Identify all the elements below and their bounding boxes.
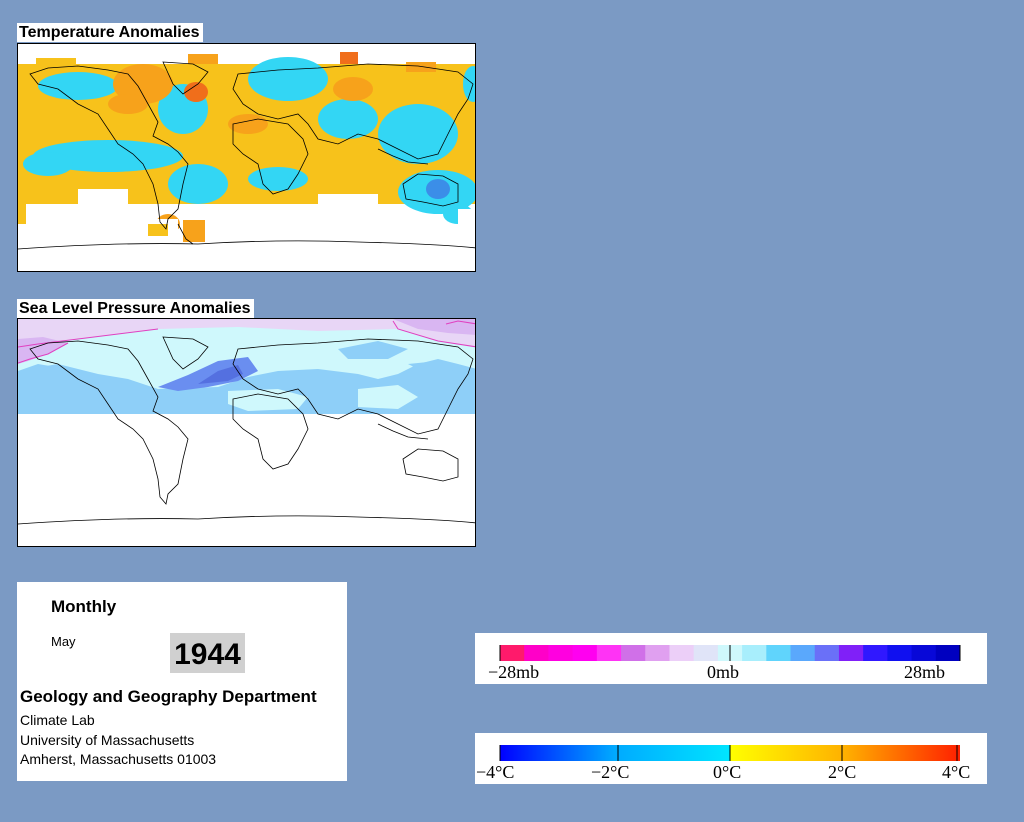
year-display: 1944	[170, 633, 245, 673]
pressure-tick-min: −28mb	[488, 662, 540, 682]
address-line: Amherst, Massachusetts 01003	[20, 751, 217, 767]
pressure-anomaly-map	[17, 318, 476, 547]
pressure-legend-swatch	[621, 645, 646, 661]
temperature-tick-minus2: −2°C	[591, 762, 630, 782]
pressure-legend-swatch	[911, 645, 937, 661]
pressure-legend-swatch	[548, 645, 574, 661]
temperature-color-bar	[499, 745, 960, 761]
pressure-legend-swatch	[935, 645, 961, 661]
period-label: Monthly	[51, 597, 117, 616]
pressure-legend-swatch	[693, 645, 719, 661]
temperature-anomaly-map	[17, 43, 476, 272]
temperature-map-title: Temperature Anomalies	[17, 23, 203, 42]
pressure-map-title: Sea Level Pressure Anomalies	[17, 299, 254, 318]
month-label: May	[51, 634, 76, 649]
pressure-legend-swatch	[645, 645, 670, 661]
pressure-legend-swatch	[742, 645, 767, 661]
pressure-legend-swatch	[887, 645, 913, 661]
pressure-legend-swatch	[524, 645, 549, 661]
temperature-tick-zero: 0°C	[713, 762, 742, 782]
pressure-tick-max: 28mb	[904, 662, 946, 682]
pressure-legend-swatch	[838, 645, 864, 661]
lab-name: Climate Lab	[20, 712, 95, 728]
pressure-legend: −28mb 0mb 28mb	[475, 633, 987, 684]
pressure-legend-swatch	[814, 645, 840, 661]
pressure-legend-swatch	[863, 645, 888, 661]
pressure-legend-swatch	[572, 645, 598, 661]
temperature-tick-plus4: 4°C	[942, 762, 971, 782]
university-name: University of Massachusetts	[20, 732, 195, 748]
pressure-tick-zero: 0mb	[707, 662, 740, 682]
pressure-legend-swatch	[669, 645, 695, 661]
temperature-tick-minus4: −4°C	[476, 762, 515, 782]
pressure-legend-swatch	[596, 645, 622, 661]
temperature-legend: −4°C −2°C 0°C 2°C 4°C	[475, 733, 987, 784]
pressure-color-bar	[499, 645, 961, 661]
temperature-tick-plus2: 2°C	[828, 762, 857, 782]
department-name: Geology and Geography Department	[20, 687, 317, 706]
info-panel: Monthly May 1944 Geology and Geography D…	[17, 582, 347, 781]
pressure-legend-swatch	[766, 645, 792, 661]
pressure-legend-swatch	[500, 645, 525, 661]
pressure-legend-swatch	[790, 645, 816, 661]
